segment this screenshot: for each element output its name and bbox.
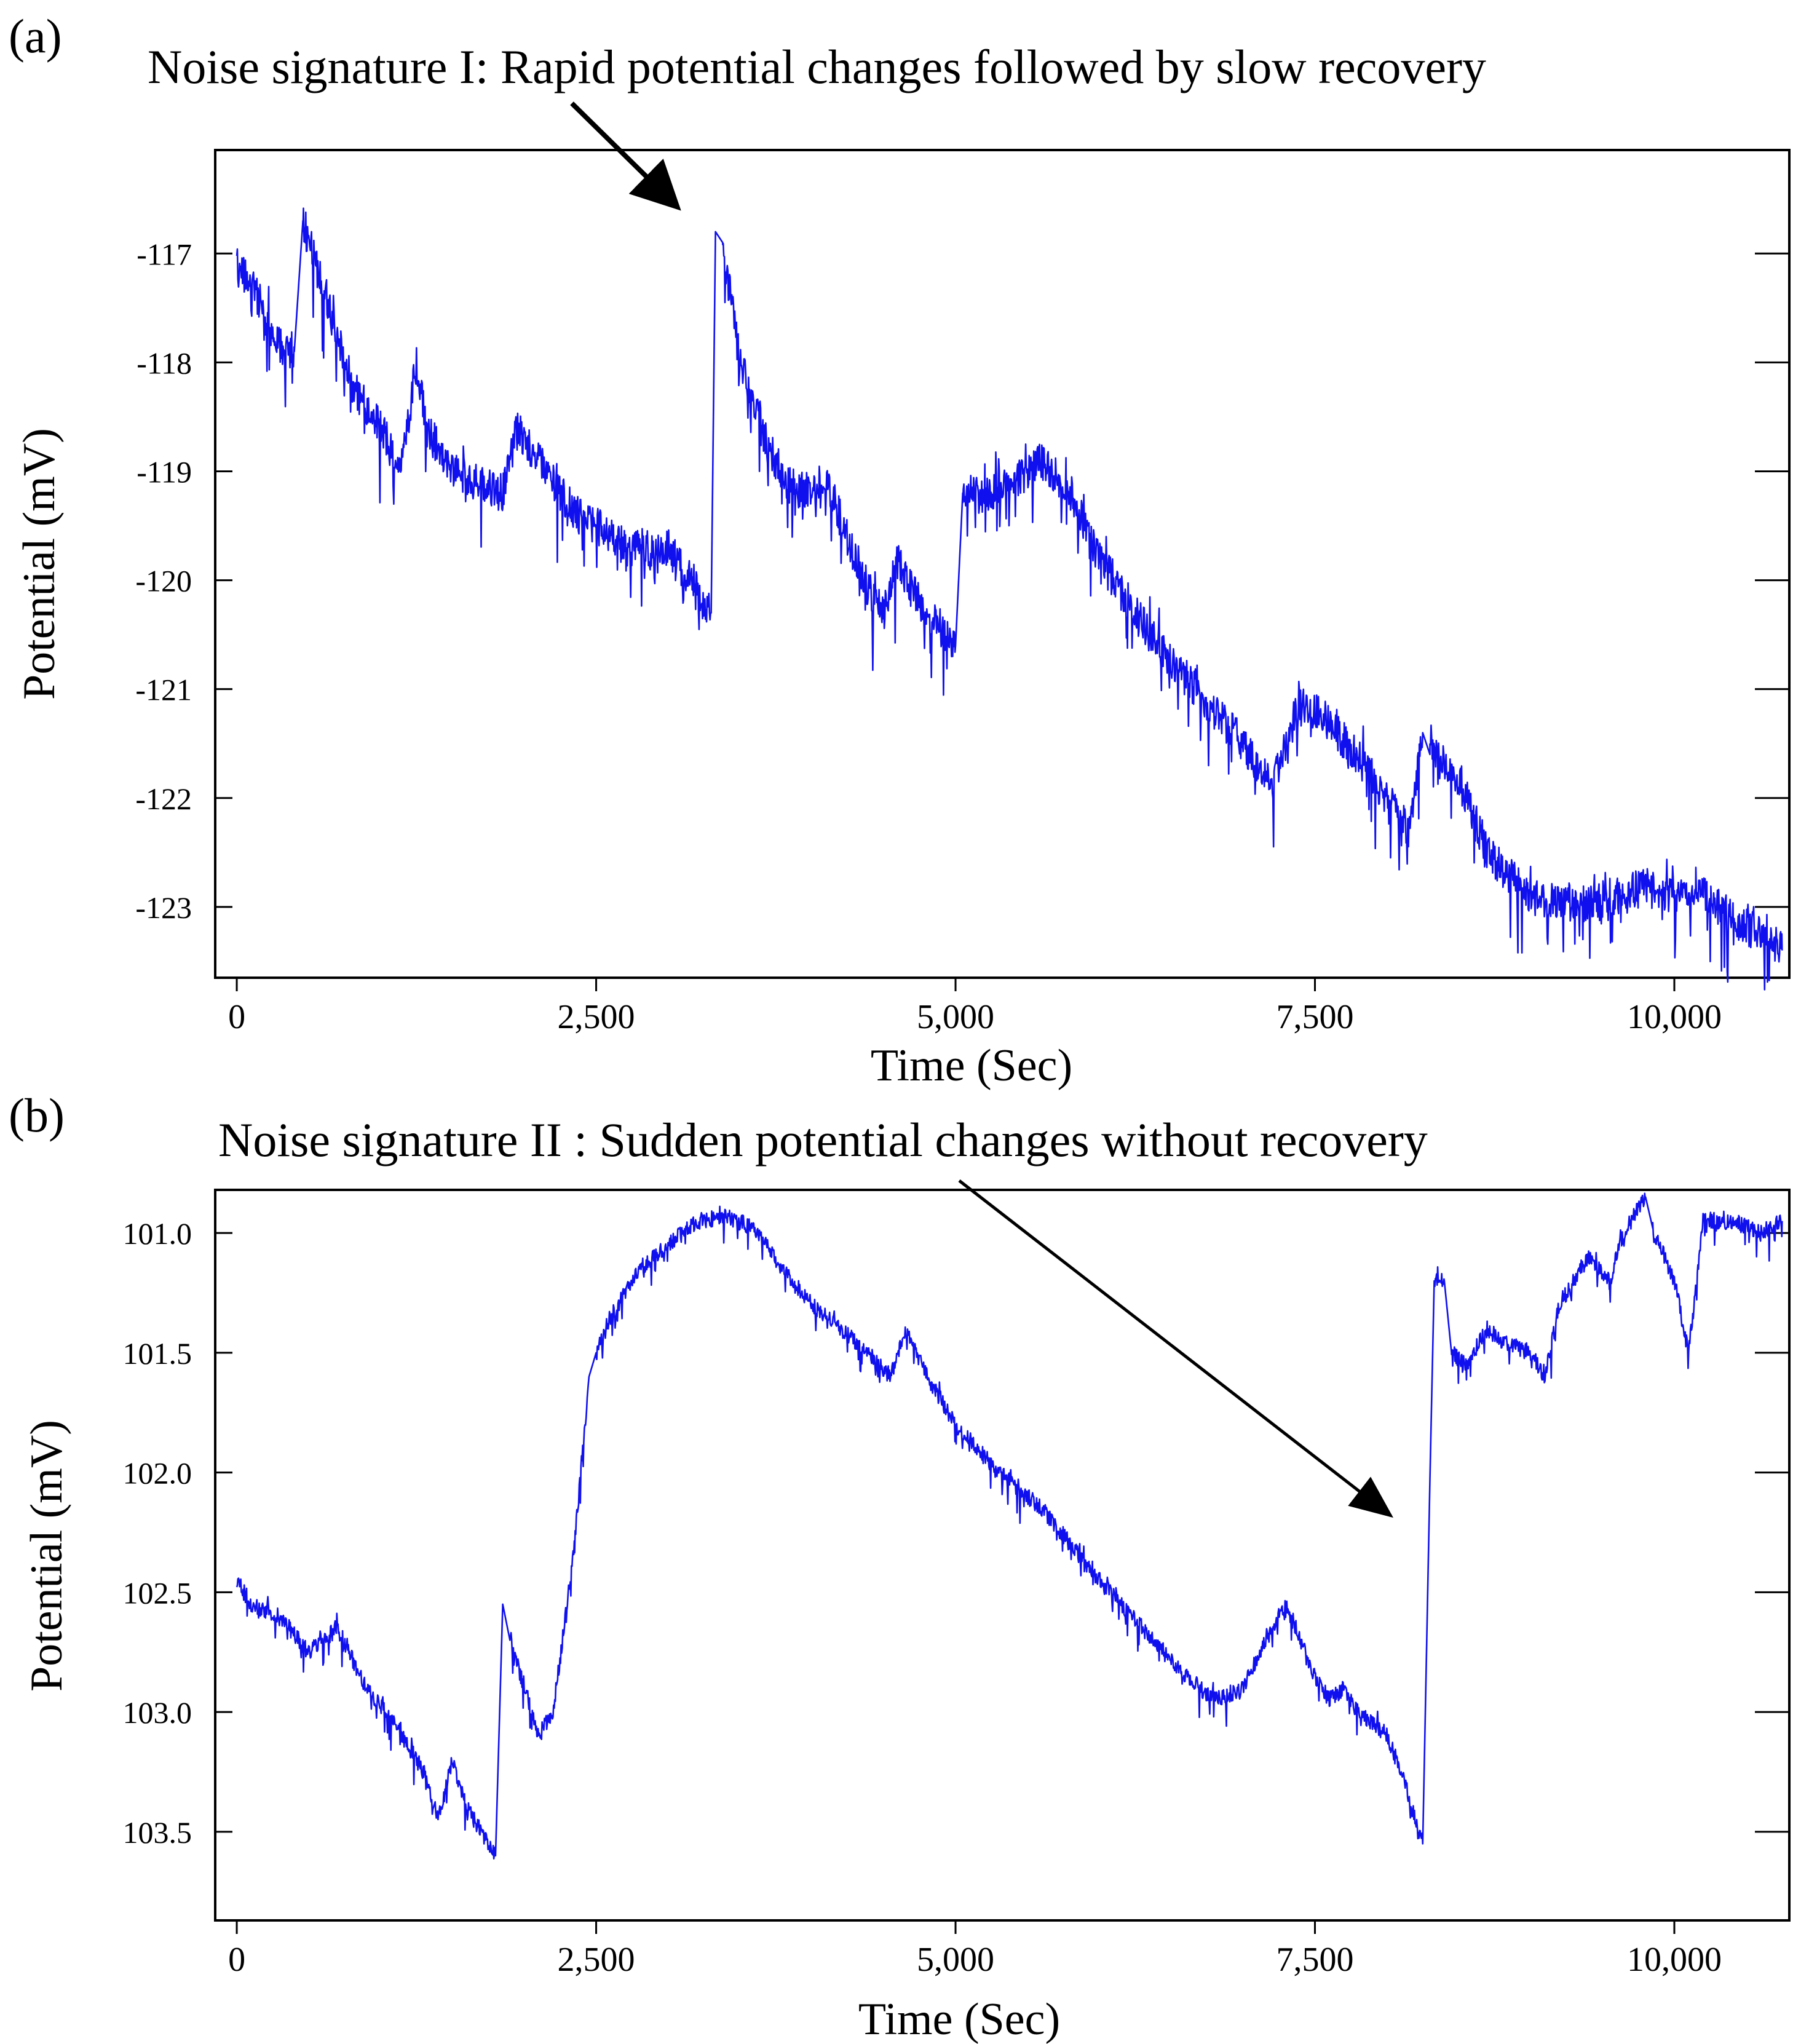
annotation-arrow-b [958, 1179, 1393, 1518]
y-tick-label: 102.5 [123, 1575, 192, 1610]
x-tick-label: 5,000 [917, 1941, 994, 1979]
y-tick-label: -118 [137, 346, 192, 380]
panel-label-a: (a) [9, 9, 62, 63]
series-line-b [236, 1192, 1783, 1860]
x-tick-label: 0 [228, 1941, 245, 1979]
tick-labels-a: 0 2,500 5,000 7,500 10,000 -117 -118 -119 -120 -1… [135, 237, 1722, 1036]
ticks-a [215, 252, 1789, 991]
x-axis-label-b: Time (Sec) [858, 1994, 1060, 2044]
plot-frame-a [214, 149, 1791, 979]
y-tick-label: 101.5 [123, 1336, 192, 1371]
y-tick-label: -122 [135, 782, 192, 816]
y-axis-label-b: Potential (mV) [22, 1420, 72, 1692]
y-tick-label: -123 [135, 890, 192, 925]
x-tick-label: 0 [228, 998, 245, 1036]
y-tick-label: 103.0 [123, 1695, 192, 1730]
x-axis-label-a: Time (Sec) [871, 1040, 1072, 1091]
tick-labels-b: 0 2,500 5,000 7,500 10,000 101.0 101.5 102.0 102… [123, 1216, 1722, 1979]
y-tick-label: 103.5 [123, 1815, 192, 1850]
y-tick-label: 101.0 [123, 1216, 192, 1251]
annotation-b: Noise signature II : Sudden potential ch… [218, 1113, 1428, 1167]
x-tick-label: 2,500 [558, 998, 635, 1036]
x-tick-label: 10,000 [1627, 998, 1722, 1036]
panel-label-b: (b) [9, 1088, 65, 1142]
x-tick-label: 2,500 [558, 1941, 635, 1979]
y-tick-label: -120 [135, 564, 192, 598]
y-tick-label: -117 [137, 237, 192, 271]
y-tick-label: -119 [137, 454, 192, 489]
annotation-a: Noise signature I: Rapid potential chang… [148, 40, 1486, 93]
x-tick-label: 10,000 [1627, 1941, 1722, 1979]
x-tick-label: 7,500 [1276, 1941, 1353, 1979]
y-axis-label-a: Potential (mV) [14, 428, 65, 700]
panel-b: (b) Noise signature II : Sudden potentia… [9, 1088, 1791, 2044]
ticks-b [215, 1232, 1789, 1934]
plot-frame-b [214, 1189, 1791, 1922]
x-tick-label: 5,000 [917, 998, 994, 1036]
annotation-arrow-a [570, 101, 681, 211]
y-tick-label: 102.0 [123, 1456, 192, 1491]
y-tick-label: -121 [135, 673, 192, 707]
series-line-a [236, 207, 1783, 991]
panel-a: (a) Noise signature I: Rapid potential c… [9, 9, 1791, 1091]
x-tick-label: 7,500 [1276, 998, 1353, 1036]
